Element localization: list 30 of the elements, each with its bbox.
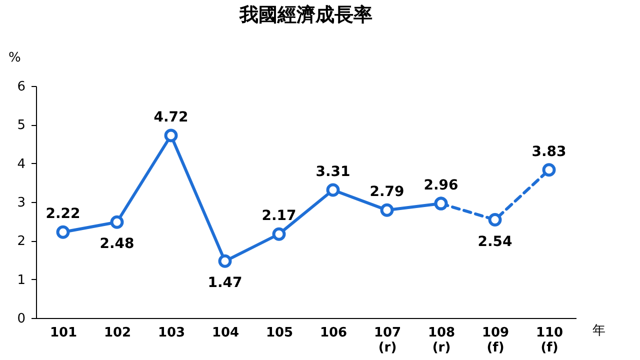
x-tick-label: 108 (r) [428,326,456,356]
data-label: 2.22 [46,206,80,222]
x-tick-label: 104 [212,326,240,340]
chart-title: 我國經濟成長率 [238,4,372,26]
data-label: 4.72 [154,109,188,126]
y-tick-label: 2 [17,234,26,250]
x-tick-label: 109 (f) [482,326,510,356]
y-axis-title: % [8,50,21,66]
y-tick-label: 3 [17,196,26,210]
x-tick-label: 102 [104,326,132,340]
x-tick-label: 107 (r) [374,326,402,356]
data-label: 3.31 [316,164,350,180]
y-tick-label: 5 [17,118,26,134]
x-tick-label: 101 [50,326,78,340]
x-tick-label: 106 [320,326,348,340]
data-label: 3.83 [532,144,566,160]
y-tick-label: 0 [17,312,26,326]
x-tick-label: 110 (f) [536,326,564,356]
data-label: 2.96 [424,178,458,194]
x-tick-label: 103 [158,326,186,340]
data-label: 1.47 [208,275,242,292]
x-tick-label: 105 [266,326,294,340]
y-tick-label: 1 [17,272,26,288]
data-label: 2.48 [100,236,134,252]
y-tick-label: 6 [17,80,26,94]
x-axis-title: 年 [592,324,606,338]
data-label: 2.17 [262,208,296,224]
y-tick-label: 4 [17,156,26,172]
data-label: 2.79 [370,184,404,200]
data-label: 2.54 [478,234,513,250]
